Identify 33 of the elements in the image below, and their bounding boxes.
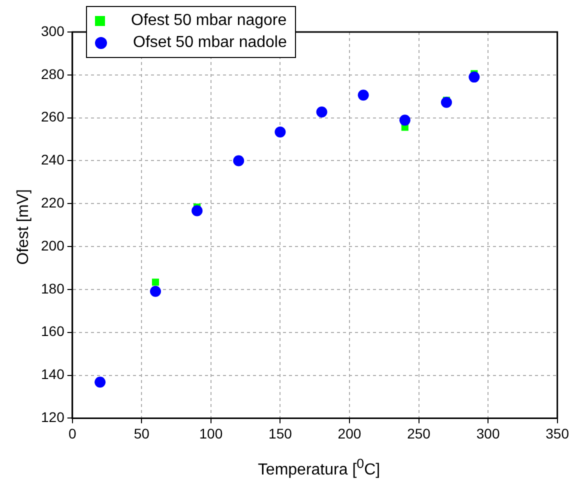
y-tick-label: 220 [41,194,65,211]
y-tick-label: 240 [41,152,65,168]
y-tick-label: 160 [41,323,65,340]
point [233,155,244,166]
x-tick-label: 350 [546,425,570,442]
point [399,114,410,126]
point [316,106,328,118]
y-tick-label: 280 [41,66,65,82]
legend-label: Ofset 50 mbar nadole [133,34,287,52]
y-tick-label: 200 [41,237,65,254]
x-tick-label: 50 [134,425,150,442]
x-tick-label: 150 [268,425,292,442]
point [440,96,452,108]
legend-label: Ofest 50 mbar nagore [131,12,287,30]
x-tick-label: 100 [199,425,223,442]
x-tick-label: 0 [68,425,76,442]
y-axis-title: Ofest [mV] [15,189,33,265]
x-tick-label: 200 [338,425,362,442]
x-axis-title: Temperatura [$^{0}$C] [256,456,382,480]
point [192,205,203,216]
point [150,286,161,297]
y-tick-label: 140 [41,366,65,382]
x-tick-label: 300 [476,425,500,442]
x-tick-label: 250 [407,425,431,442]
y-tick-label: 260 [41,108,65,125]
point [358,90,369,101]
y-tick-label: 180 [41,280,65,296]
point [152,278,160,286]
y-tick-label: 120 [41,409,65,426]
point [468,72,480,83]
point [94,376,106,388]
y-tick-label: 300 [41,22,65,39]
point [274,126,286,138]
